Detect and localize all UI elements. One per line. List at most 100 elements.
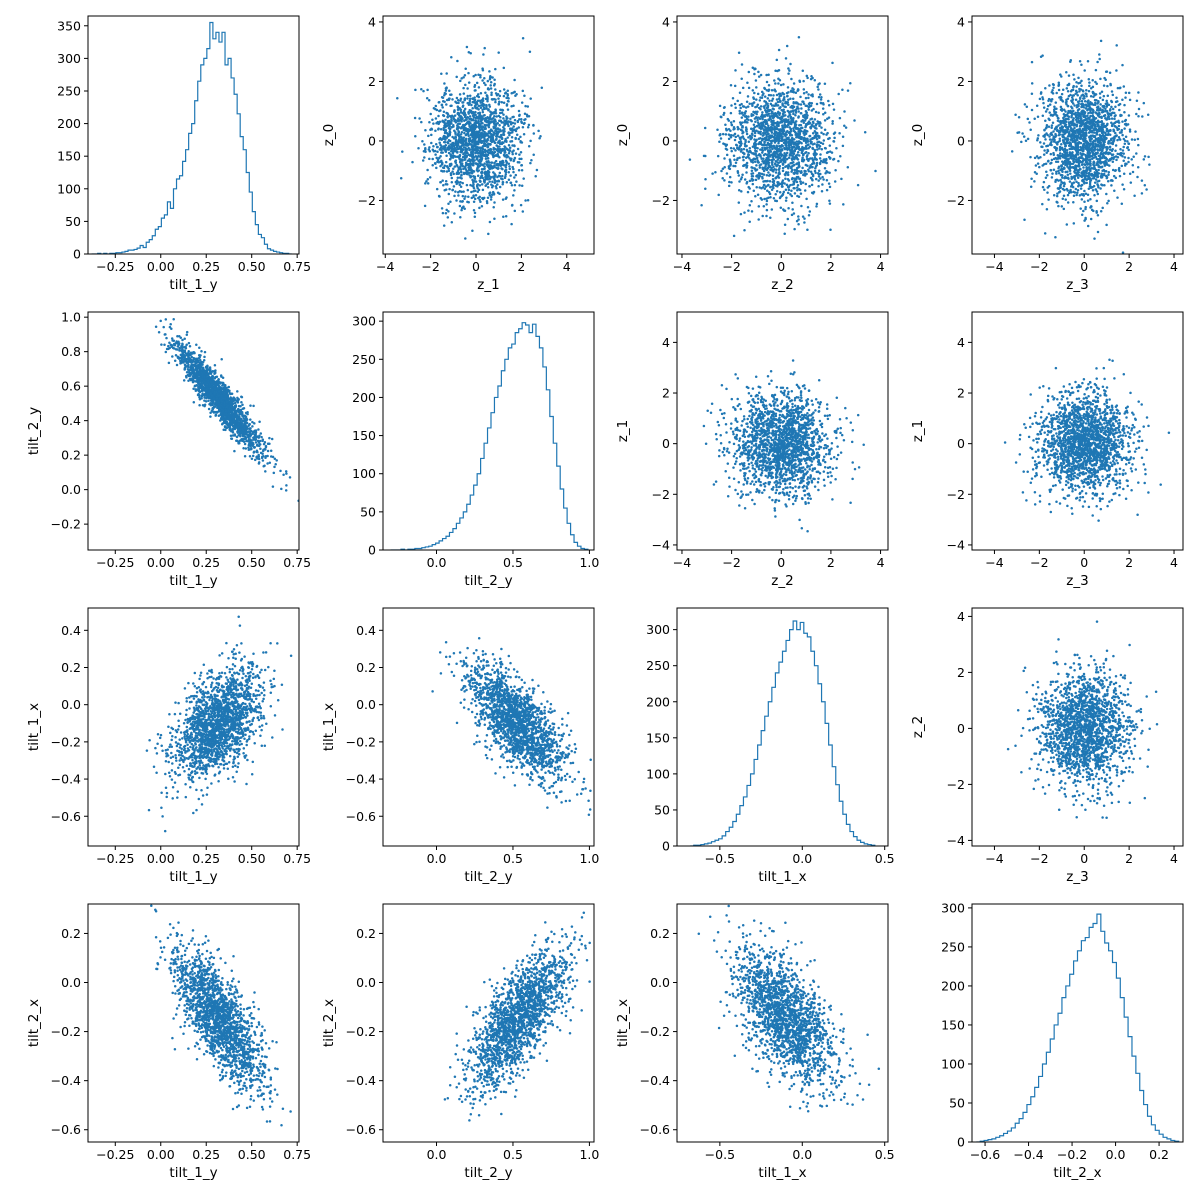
scatter-point — [759, 130, 762, 133]
scatter-point — [1089, 95, 1093, 98]
scatter-point — [473, 211, 477, 215]
scatter-point — [1035, 155, 1039, 158]
scatter-point — [468, 97, 472, 101]
scatter-point — [801, 126, 804, 130]
scatter-point — [426, 88, 429, 92]
scatter-point — [445, 87, 448, 90]
scatter-point — [762, 105, 766, 108]
scatter-point — [442, 145, 446, 148]
scatter-point — [496, 152, 499, 156]
scatter-point — [774, 152, 777, 155]
scatter-point — [803, 221, 806, 224]
scatter-point — [1097, 168, 1100, 172]
scatter-point — [481, 188, 485, 192]
scatter-point — [418, 117, 421, 120]
scatter-point — [474, 193, 478, 197]
scatter-point — [463, 158, 466, 162]
scatter-point — [1091, 85, 1095, 89]
scatter-point — [804, 122, 808, 126]
scatter-point — [817, 83, 820, 86]
scatter-point — [783, 182, 786, 185]
scatter-point — [785, 157, 789, 161]
scatter-point — [782, 209, 786, 212]
scatter-point — [748, 187, 751, 190]
scatter-point — [1067, 83, 1071, 86]
scatter-point — [465, 116, 468, 120]
scatter-point — [1051, 92, 1055, 95]
scatter-point — [443, 188, 446, 192]
scatter-point — [481, 150, 485, 153]
scatter-point — [1044, 162, 1048, 166]
scatter-point — [1072, 181, 1076, 184]
scatter-point — [704, 178, 707, 181]
scatter-point — [476, 93, 480, 96]
scatter-point — [527, 145, 531, 148]
scatter-point — [481, 133, 484, 136]
scatter-point — [754, 145, 757, 149]
scatter-point — [1041, 202, 1044, 206]
scatter-point — [477, 136, 481, 140]
scatter-point — [1084, 207, 1087, 211]
scatter-point — [795, 146, 799, 150]
scatter-point — [746, 149, 749, 153]
scatter-point — [759, 105, 763, 108]
scatter-point — [434, 153, 437, 156]
scatter-point — [461, 141, 465, 145]
scatter-point — [793, 186, 796, 190]
scatter-point — [840, 177, 843, 181]
scatter-point — [787, 91, 790, 94]
scatter-point — [761, 117, 764, 121]
scatter-point — [484, 142, 487, 146]
scatter-point — [810, 140, 813, 144]
scatter-point — [464, 129, 467, 132]
scatter-point — [759, 148, 762, 151]
scatter-point — [473, 98, 477, 102]
scatter-point — [809, 164, 812, 167]
scatter-point — [483, 137, 486, 140]
scatter-point — [456, 59, 459, 63]
scatter-point — [751, 66, 755, 69]
scatter-point — [459, 158, 463, 161]
scatter-point — [463, 107, 467, 111]
scatter-point — [449, 200, 452, 203]
scatter-point — [510, 184, 514, 187]
scatter-point — [463, 111, 467, 115]
scatter-point — [810, 183, 814, 187]
scatter-point — [498, 124, 501, 127]
scatter-point — [732, 164, 735, 168]
scatter-point — [433, 149, 437, 153]
scatter-point — [753, 134, 757, 138]
scatter-point — [742, 158, 745, 162]
histogram-step-line — [91, 21, 292, 254]
scatter-point — [506, 89, 510, 93]
scatter-point — [721, 132, 725, 136]
scatter-point — [775, 58, 779, 62]
scatter-point — [447, 167, 450, 171]
x-tick-label: −2 — [421, 259, 439, 274]
scatter-point — [831, 102, 835, 106]
scatter-point — [498, 100, 501, 104]
scatter-point — [789, 110, 793, 113]
scatter-point — [520, 117, 523, 121]
scatter-point — [460, 150, 463, 154]
scatter-point — [511, 165, 514, 169]
scatter-point — [426, 182, 430, 185]
scatter-point — [787, 110, 791, 113]
scatter-point — [1059, 105, 1063, 109]
scatter-point — [1052, 153, 1056, 157]
scatter-point — [423, 156, 426, 159]
scatter-point — [1057, 169, 1060, 173]
scatter-point — [483, 77, 486, 80]
scatter-point — [813, 118, 817, 121]
scatter-point — [458, 167, 461, 170]
scatter-point — [481, 164, 485, 167]
scatter-point — [817, 184, 820, 188]
scatter-point — [457, 117, 460, 120]
scatter-point — [822, 112, 825, 116]
scatter-point — [483, 130, 486, 134]
scatter-point — [784, 173, 787, 177]
scatter-point — [755, 154, 758, 158]
scatter-point — [828, 185, 832, 189]
scatter-point — [511, 150, 514, 154]
scatter-point — [806, 206, 810, 209]
